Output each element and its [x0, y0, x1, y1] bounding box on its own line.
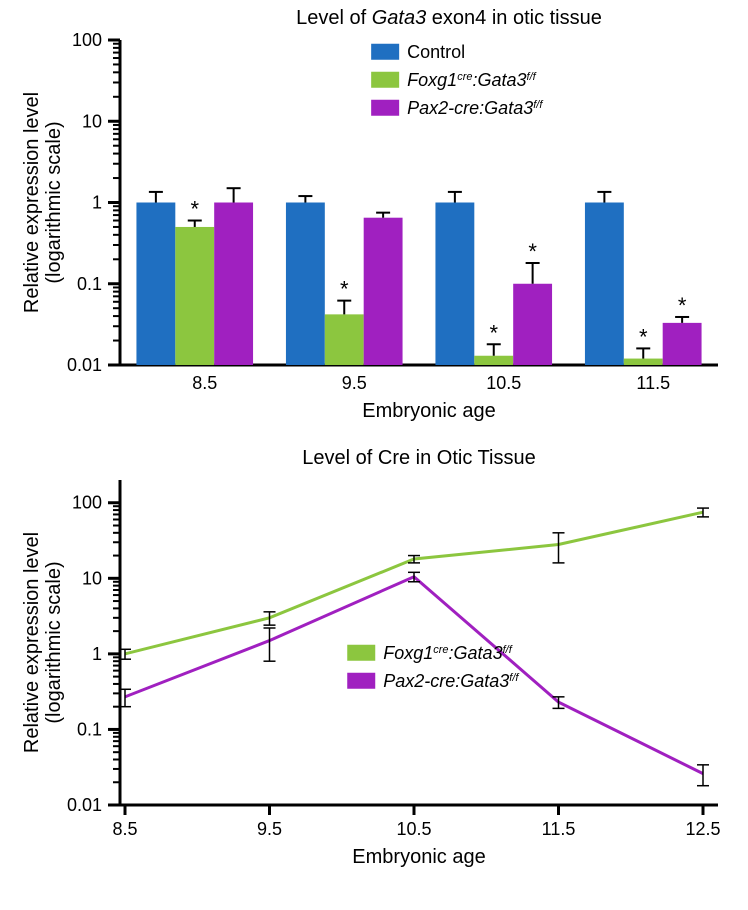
svg-text:*: *: [678, 293, 687, 318]
svg-text:0.01: 0.01: [67, 795, 102, 815]
bottom-chart-title: Level of Cre in Otic Tissue: [302, 447, 535, 469]
top-chart: Level of Gata3 exon4 in otic tissue 0.01 0…: [0, 0, 748, 440]
bar: [214, 203, 253, 366]
svg-text:8.5: 8.5: [192, 373, 217, 393]
bar: [364, 218, 403, 365]
bar: [474, 356, 513, 365]
bottom-chart: Level of Cre in Otic Tissue 0.01 0.1 1 10 100…: [0, 440, 748, 880]
bar: [175, 227, 214, 365]
svg-text:1: 1: [92, 644, 102, 664]
svg-text:Embryonic age: Embryonic age: [362, 400, 495, 422]
line-series: [125, 512, 703, 654]
svg-text:Relative expression level(loga: Relative expression level(logarithmic sc…: [21, 92, 65, 313]
svg-text:Foxg1cre:Gata3f/f: Foxg1cre:Gata3f/f: [383, 643, 512, 663]
svg-text:*: *: [489, 320, 498, 345]
bar: [435, 203, 474, 366]
svg-text:Control: Control: [407, 42, 465, 62]
svg-text:11.5: 11.5: [636, 373, 670, 393]
svg-text:8.5: 8.5: [112, 819, 137, 839]
bar: [513, 284, 552, 365]
svg-text:*: *: [528, 239, 537, 264]
svg-text:9.5: 9.5: [342, 373, 367, 393]
svg-text:Relative expression level(loga: Relative expression level(logarithmic sc…: [21, 532, 65, 753]
svg-text:0.1: 0.1: [77, 274, 102, 294]
svg-text:100: 100: [72, 30, 102, 50]
svg-text:*: *: [340, 277, 349, 302]
svg-text:*: *: [190, 197, 199, 222]
svg-text:100: 100: [72, 493, 102, 513]
svg-text:1: 1: [92, 193, 102, 213]
svg-text:10: 10: [82, 568, 102, 588]
top-chart-title: Level of Gata3 exon4 in otic tissue: [296, 7, 602, 29]
svg-text:12.5: 12.5: [685, 819, 720, 839]
svg-text:Embryonic age: Embryonic age: [352, 846, 485, 868]
svg-text:11.5: 11.5: [542, 819, 576, 839]
bar: [624, 359, 663, 365]
bar: [286, 203, 325, 366]
bar: [585, 203, 624, 366]
svg-text:9.5: 9.5: [257, 819, 282, 839]
svg-text:10.5: 10.5: [486, 373, 521, 393]
svg-text:*: *: [639, 324, 648, 349]
svg-text:10.5: 10.5: [396, 819, 431, 839]
svg-text:10: 10: [82, 111, 102, 131]
bar: [136, 203, 175, 366]
svg-text:0.01: 0.01: [67, 355, 102, 375]
svg-text:Foxg1cre:Gata3f/f: Foxg1cre:Gata3f/f: [407, 70, 536, 90]
svg-text:Pax2-cre:Gata3f/f: Pax2-cre:Gata3f/f: [407, 98, 543, 118]
svg-text:Pax2-cre:Gata3f/f: Pax2-cre:Gata3f/f: [383, 671, 519, 691]
bar: [325, 314, 364, 365]
bar: [663, 323, 702, 365]
svg-text:0.1: 0.1: [77, 719, 102, 739]
